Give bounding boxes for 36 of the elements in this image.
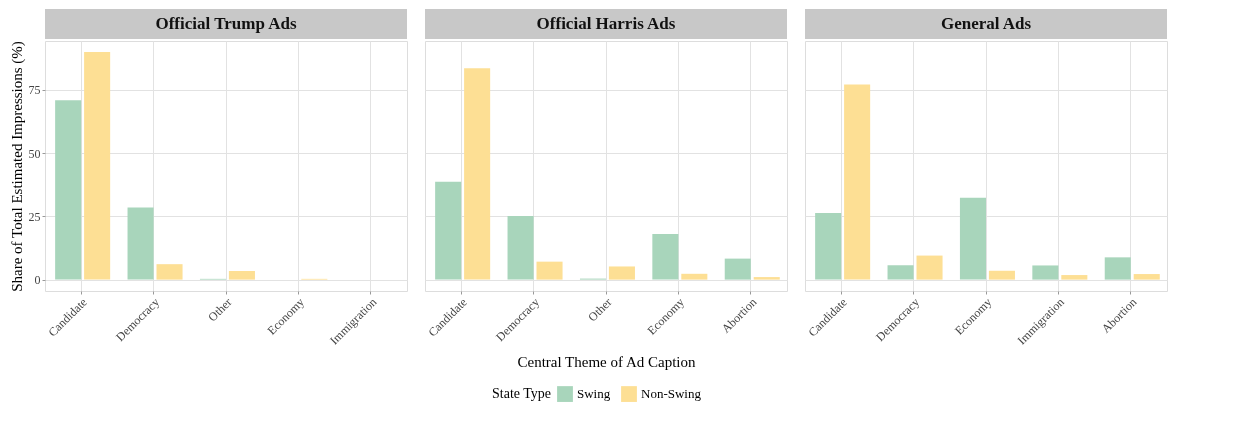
bar	[1133, 274, 1160, 280]
y-tick-label: 50	[28, 146, 41, 161]
bar	[652, 234, 679, 280]
bar	[127, 207, 154, 280]
y-tick-label: 75	[28, 83, 41, 98]
bar	[887, 265, 914, 280]
chart-title: Official Trump Ads	[155, 14, 297, 33]
chart-title: Official Harris Ads	[536, 14, 676, 33]
y-tick-label: 0	[34, 273, 41, 288]
y-tick-label: 25	[28, 209, 41, 224]
y-axis-title: Share of Total Estimated Impressions (%)	[8, 41, 26, 292]
bar	[435, 181, 462, 280]
bar	[228, 271, 255, 280]
bar	[959, 197, 986, 280]
legend-title: State Type	[492, 386, 552, 401]
bar	[507, 216, 534, 280]
bar	[464, 68, 491, 280]
x-axis-title: Central Theme of Ad Caption	[517, 354, 697, 371]
bar	[84, 51, 111, 280]
bar	[608, 266, 635, 280]
bar	[916, 255, 943, 280]
bar	[724, 258, 751, 280]
bar	[1061, 275, 1088, 280]
bar	[1104, 257, 1131, 280]
bar	[1032, 265, 1059, 280]
bar	[681, 273, 708, 280]
bar	[753, 277, 780, 280]
chart-title: General Ads	[940, 14, 1032, 33]
bar	[55, 100, 82, 280]
legend-label: Non-Swing	[641, 386, 702, 402]
bar	[988, 270, 1015, 280]
bar	[844, 84, 871, 280]
bar	[156, 264, 183, 280]
legend-label: Swing	[577, 386, 611, 402]
bar	[536, 261, 563, 280]
bar	[815, 213, 842, 280]
